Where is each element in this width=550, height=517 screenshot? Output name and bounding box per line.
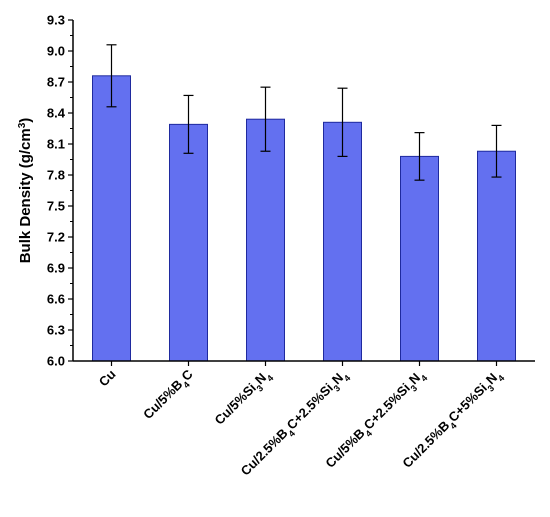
bar [477,150,516,362]
y-tick-label: 8.7 [47,75,65,90]
x-tick-label: Cu/5%B4C [140,366,199,425]
y-tick-label: 6.3 [47,323,65,338]
error-bar [106,44,117,108]
plot-area: 6.0 6.3 6.6 6.9 7.2 7.5 7.8 8.1 8.4 8.7 9.0 9.3 Cu Cu… [17,13,535,478]
y-tick-label: 7.5 [47,199,65,214]
x-tick-label: Cu [96,366,119,389]
bar [323,121,362,362]
y-axis-title: Bulk Density (g/cm3) [17,118,35,264]
y-tick-label: 7.8 [47,168,65,183]
y-tick-label: 7.2 [47,230,65,245]
y-tick-label: 6.6 [47,292,65,307]
y-tick-label: 9.3 [47,13,65,28]
bar [169,123,208,362]
bar [246,118,285,362]
error-bar [337,87,348,157]
bar [92,75,131,362]
y-tick-label: 6.9 [47,261,65,276]
error-bar [491,124,502,178]
error-bar [414,132,425,181]
bar [400,155,439,362]
y-tick-label: 8.1 [47,137,65,152]
y-tick-label: 9.0 [47,44,65,59]
error-bar [183,94,194,154]
y-tick-label: 8.4 [47,106,66,121]
y-tick-label: 6.0 [47,354,65,369]
x-tick-label: Cu/5%Si3N4 [212,367,276,431]
error-bar [260,86,271,152]
